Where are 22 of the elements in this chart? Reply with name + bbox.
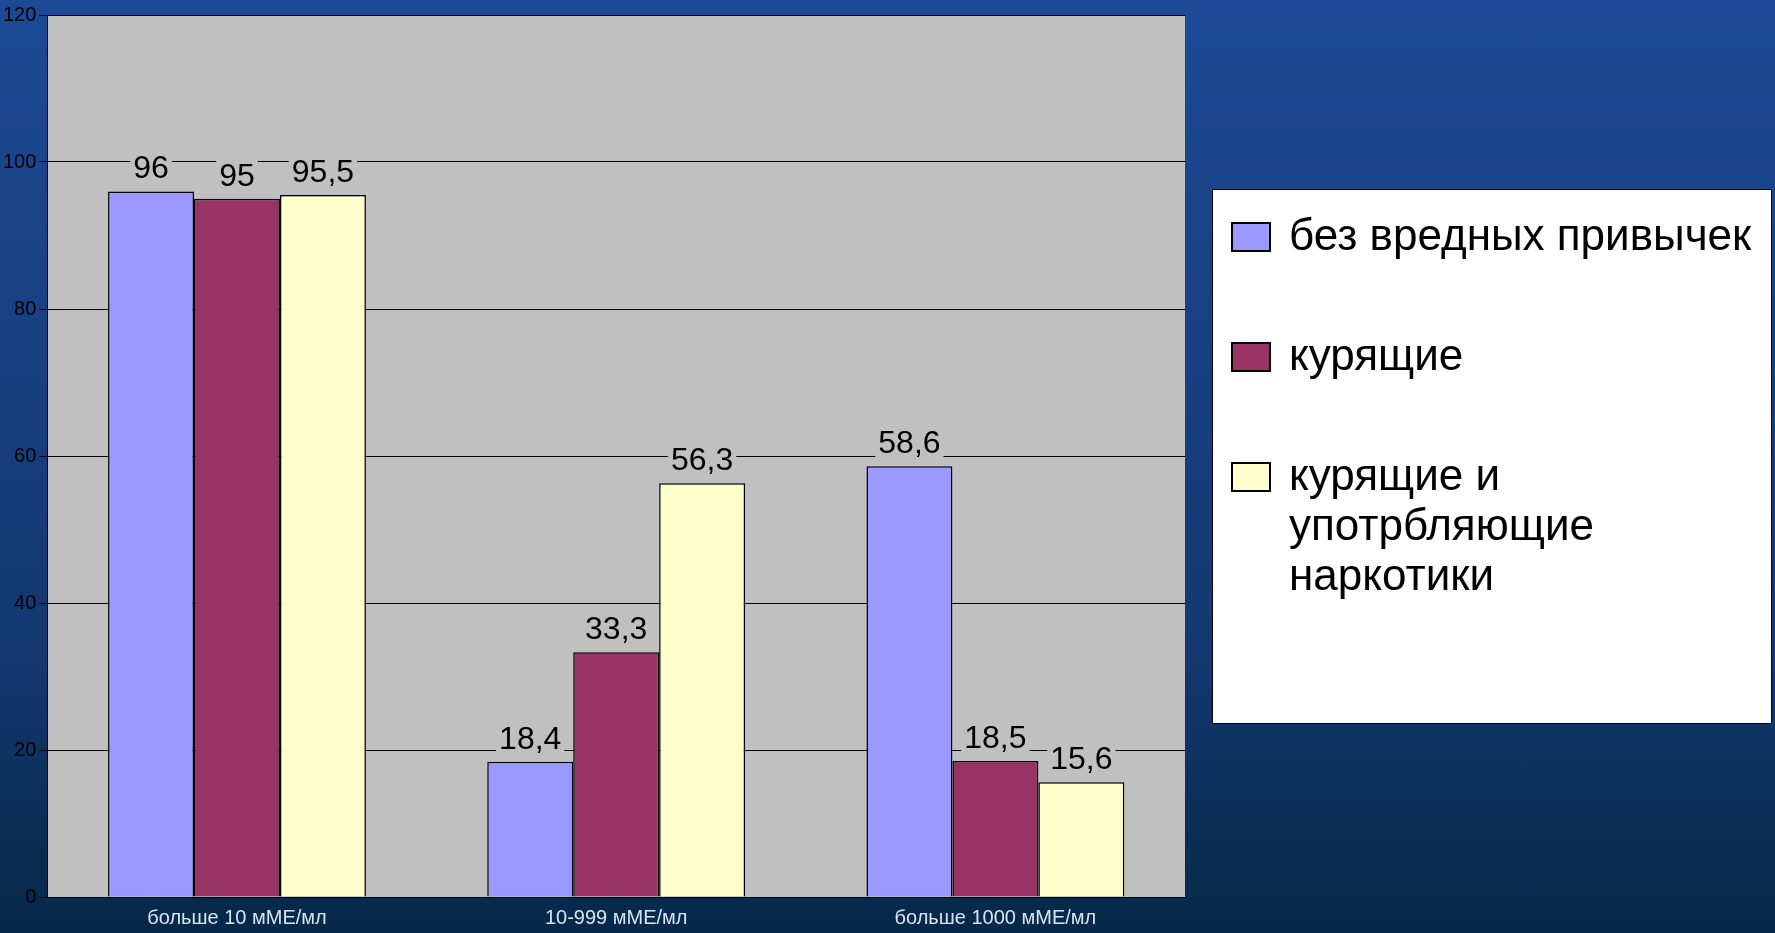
data-label: 15,6 bbox=[1050, 740, 1113, 777]
y-tick-label: 20 bbox=[14, 737, 37, 760]
data-label: 56,3 bbox=[671, 441, 734, 478]
x-tick-label: больше 10 мМЕ/мл bbox=[147, 905, 327, 928]
y-tick-label: 0 bbox=[25, 884, 37, 907]
y-tick-label: 120 bbox=[2, 2, 37, 25]
legend-label: без вредных привычек bbox=[1289, 210, 1752, 260]
data-label: 18,4 bbox=[499, 719, 562, 756]
legend-label: курящие и употрбляющие наркотики bbox=[1289, 450, 1595, 600]
data-label: 95 bbox=[219, 156, 255, 193]
y-tick-label: 40 bbox=[14, 590, 37, 613]
x-tick-label: 10-999 мМЕ/мл bbox=[544, 905, 688, 928]
y-tick-label: 60 bbox=[14, 443, 37, 466]
y-tick-label: 80 bbox=[14, 296, 37, 319]
x-tick-label: больше 1000 мМЕ/мл bbox=[894, 905, 1097, 928]
data-label: 33,3 bbox=[585, 610, 648, 647]
y-tick-label: 100 bbox=[2, 149, 37, 172]
data-label: 95,5 bbox=[291, 152, 355, 189]
data-label: 96 bbox=[133, 149, 169, 186]
data-label: 58,6 bbox=[878, 424, 941, 461]
data-label: 18,5 bbox=[964, 718, 1027, 755]
legend-label: курящие bbox=[1289, 330, 1464, 380]
